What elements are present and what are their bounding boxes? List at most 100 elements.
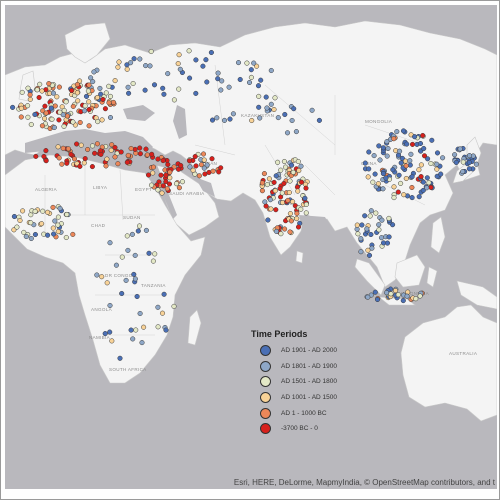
site-point[interactable] xyxy=(256,104,262,110)
site-point[interactable] xyxy=(70,103,76,109)
site-point[interactable] xyxy=(60,145,66,151)
site-point[interactable] xyxy=(398,160,404,166)
site-point[interactable] xyxy=(294,216,300,222)
site-point[interactable] xyxy=(295,188,301,194)
site-point[interactable] xyxy=(104,156,110,162)
site-point[interactable] xyxy=(50,225,56,231)
site-point[interactable] xyxy=(409,184,415,191)
site-point[interactable] xyxy=(407,158,413,164)
site-point[interactable] xyxy=(151,82,158,88)
site-point[interactable] xyxy=(104,280,110,286)
site-point[interactable] xyxy=(70,119,76,125)
site-point[interactable] xyxy=(299,179,305,185)
site-point[interactable] xyxy=(28,220,34,226)
site-point[interactable] xyxy=(43,148,49,154)
site-point[interactable] xyxy=(403,163,409,169)
site-point[interactable] xyxy=(355,231,361,237)
site-point[interactable] xyxy=(434,161,440,167)
site-point[interactable] xyxy=(50,204,56,210)
site-point[interactable] xyxy=(425,156,431,162)
site-point[interactable] xyxy=(460,159,466,165)
site-point[interactable] xyxy=(123,277,129,283)
site-point[interactable] xyxy=(218,87,224,93)
site-point[interactable] xyxy=(203,57,209,63)
site-point[interactable] xyxy=(281,158,287,165)
site-point[interactable] xyxy=(215,76,221,82)
site-point[interactable] xyxy=(426,180,432,186)
site-point[interactable] xyxy=(74,90,80,96)
site-point[interactable] xyxy=(176,52,182,58)
site-point[interactable] xyxy=(273,207,279,213)
site-point[interactable] xyxy=(109,338,115,344)
site-point[interactable] xyxy=(440,155,446,161)
site-point[interactable] xyxy=(285,197,291,203)
site-point[interactable] xyxy=(55,214,61,220)
site-point[interactable] xyxy=(161,91,167,97)
site-point[interactable] xyxy=(98,151,104,157)
site-point[interactable] xyxy=(81,160,87,166)
site-point[interactable] xyxy=(125,152,131,158)
site-point[interactable] xyxy=(108,147,114,153)
site-point[interactable] xyxy=(424,175,430,181)
site-point[interactable] xyxy=(82,108,88,114)
site-point[interactable] xyxy=(460,169,466,175)
site-point[interactable] xyxy=(365,294,371,300)
site-point[interactable] xyxy=(68,151,74,157)
site-point[interactable] xyxy=(255,83,262,89)
site-point[interactable] xyxy=(107,329,113,335)
site-point[interactable] xyxy=(201,157,207,163)
site-point[interactable] xyxy=(202,171,208,177)
site-point[interactable] xyxy=(395,292,401,298)
site-point[interactable] xyxy=(287,211,293,217)
site-point[interactable] xyxy=(227,116,233,122)
site-point[interactable] xyxy=(282,164,289,170)
site-point[interactable] xyxy=(295,158,301,165)
site-point[interactable] xyxy=(298,163,304,169)
site-point[interactable] xyxy=(380,240,387,246)
site-point[interactable] xyxy=(391,184,397,190)
site-point[interactable] xyxy=(186,158,193,164)
site-point[interactable] xyxy=(143,146,149,152)
site-point[interactable] xyxy=(10,104,16,110)
site-point[interactable] xyxy=(50,90,56,96)
site-point[interactable] xyxy=(376,227,382,233)
site-point[interactable] xyxy=(132,252,138,258)
site-point[interactable] xyxy=(398,180,404,186)
site-point[interactable] xyxy=(39,88,45,94)
site-point[interactable] xyxy=(63,234,69,241)
site-point[interactable] xyxy=(362,213,368,219)
site-point[interactable] xyxy=(106,100,112,106)
site-point[interactable] xyxy=(129,231,135,237)
site-point[interactable] xyxy=(362,160,368,166)
site-point[interactable] xyxy=(309,107,315,113)
site-point[interactable] xyxy=(215,70,221,76)
site-point[interactable] xyxy=(27,96,33,102)
site-point[interactable] xyxy=(277,185,283,192)
site-point[interactable] xyxy=(137,151,143,157)
site-point[interactable] xyxy=(284,130,291,136)
site-point[interactable] xyxy=(164,186,170,192)
site-point[interactable] xyxy=(36,94,42,101)
site-point[interactable] xyxy=(59,161,65,167)
site-point[interactable] xyxy=(56,84,62,90)
site-point[interactable] xyxy=(303,201,309,207)
site-point[interactable] xyxy=(268,101,274,107)
site-point[interactable] xyxy=(83,93,90,99)
site-point[interactable] xyxy=(210,168,216,174)
site-point[interactable] xyxy=(420,179,426,185)
site-point[interactable] xyxy=(416,194,422,200)
site-point[interactable] xyxy=(405,289,411,295)
site-point[interactable] xyxy=(354,222,360,228)
site-point[interactable] xyxy=(19,89,25,95)
site-point[interactable] xyxy=(25,103,31,109)
site-point[interactable] xyxy=(39,123,45,129)
site-point[interactable] xyxy=(372,171,378,177)
site-point[interactable] xyxy=(251,60,257,66)
site-point[interactable] xyxy=(45,209,51,215)
site-point[interactable] xyxy=(103,90,109,96)
site-point[interactable] xyxy=(128,145,134,152)
site-point[interactable] xyxy=(273,173,279,179)
site-point[interactable] xyxy=(372,289,378,295)
site-point[interactable] xyxy=(167,169,173,175)
site-point[interactable] xyxy=(264,182,270,188)
